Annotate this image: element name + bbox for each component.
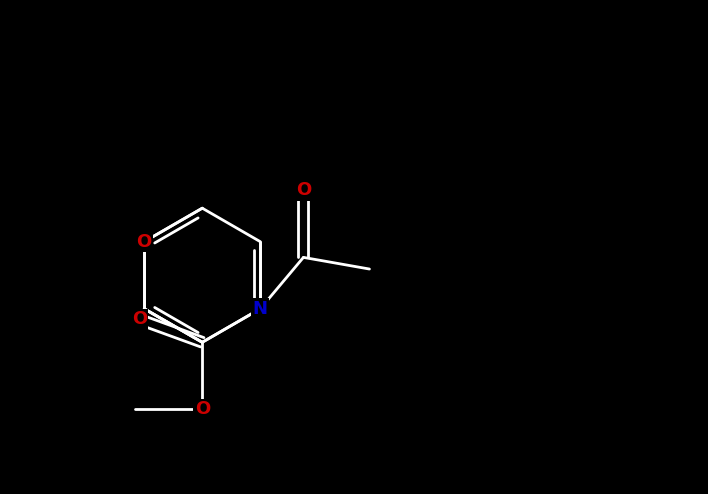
Text: O: O [195, 400, 210, 418]
Text: O: O [296, 181, 311, 200]
Text: N: N [253, 300, 268, 318]
Text: O: O [132, 310, 147, 329]
Text: O: O [137, 233, 152, 251]
